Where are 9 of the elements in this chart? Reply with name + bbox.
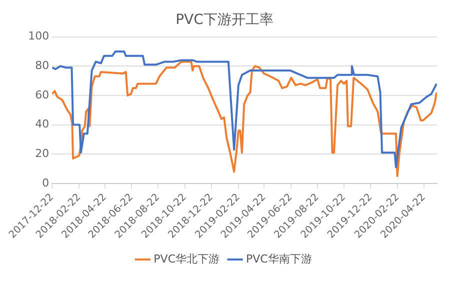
legend-label: PVC华北下游 (154, 252, 220, 266)
y-tick-label: 100 (28, 30, 50, 43)
y-tick-label: 80 (35, 58, 50, 72)
chart-title: PVC下游开工率 (176, 12, 274, 28)
y-tick-label: 20 (35, 146, 50, 160)
y-tick-label: 40 (35, 118, 50, 131)
y-tick-label: 0 (42, 176, 50, 190)
y-tick-label: 60 (35, 88, 50, 102)
legend-label: PVC华南下游 (246, 252, 312, 266)
